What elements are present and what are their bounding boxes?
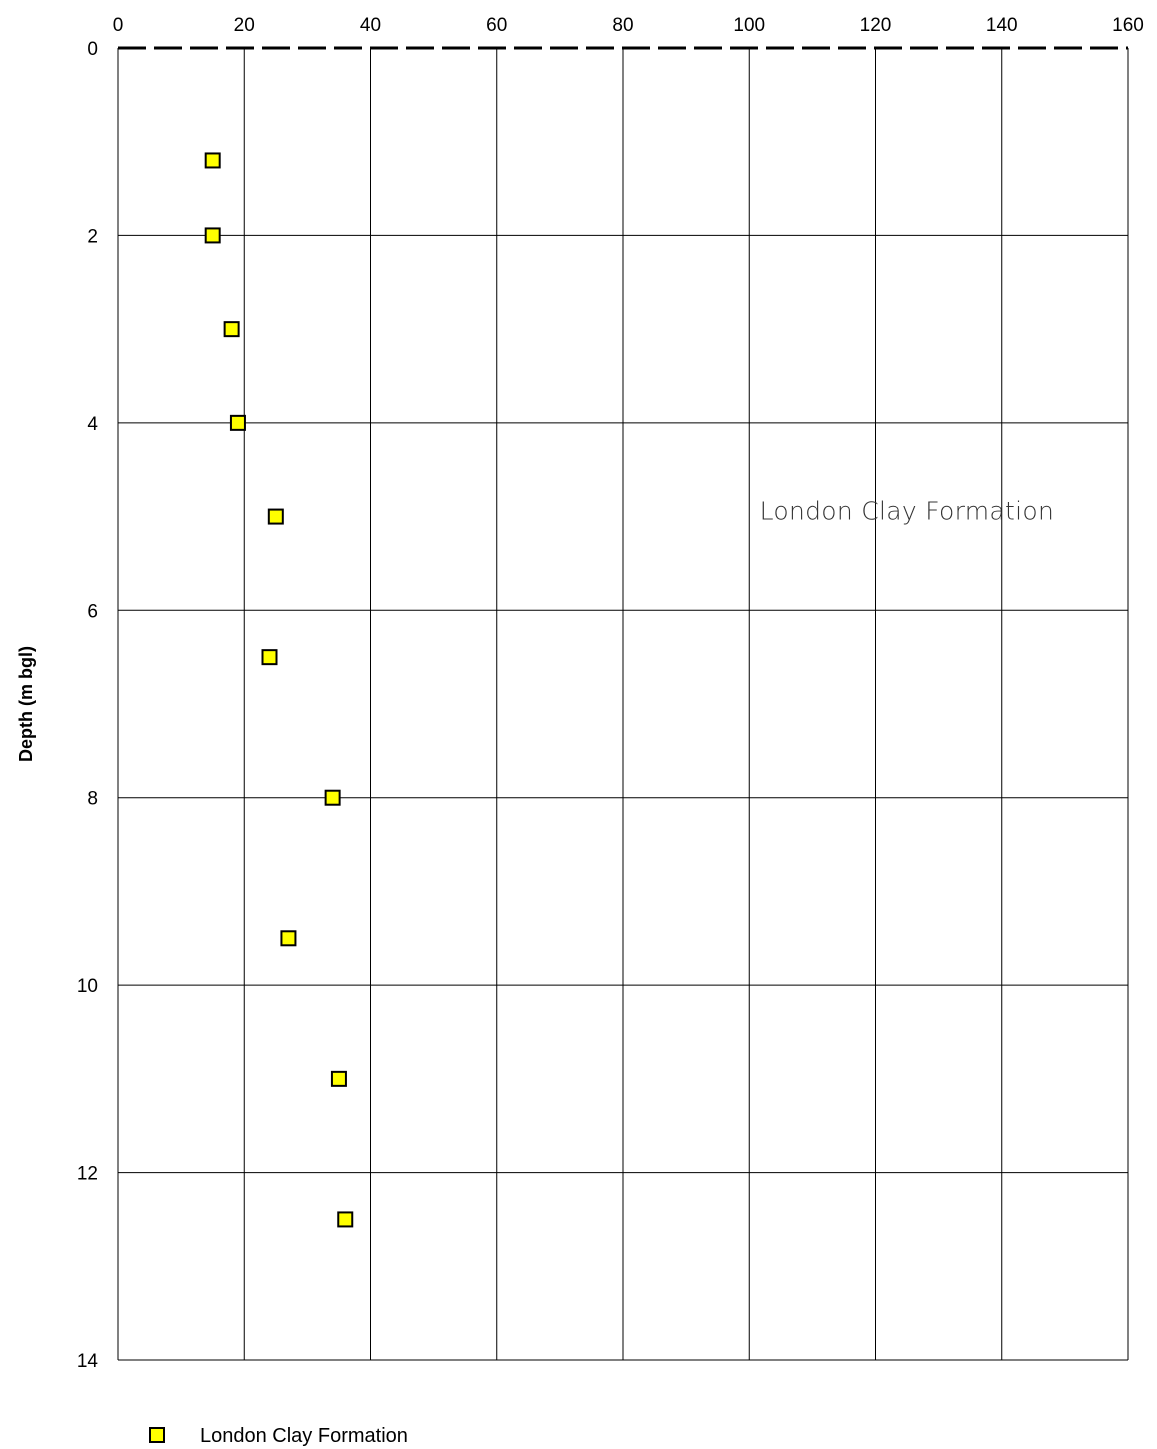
x-tick-label: 0 xyxy=(113,15,124,36)
data-point xyxy=(324,789,341,806)
legend: London Clay Formation xyxy=(149,1425,408,1447)
annotations: London Clay Formation xyxy=(760,497,1055,526)
y-tick-label: 10 xyxy=(77,976,98,997)
y-tick-label: 2 xyxy=(87,226,98,247)
legend-entry-label: London Clay Formation xyxy=(200,1425,408,1447)
x-axis-ticks: 0 20 40 60 80 100 120 140 160 xyxy=(113,15,1144,36)
y-tick-label: 8 xyxy=(87,789,98,810)
y-tick-label: 4 xyxy=(87,414,98,435)
x-tick-label: 20 xyxy=(234,15,255,36)
data-point xyxy=(229,414,246,431)
data-point xyxy=(204,152,221,169)
x-tick-label: 80 xyxy=(612,15,633,36)
data-point xyxy=(280,930,297,947)
x-tick-label: 100 xyxy=(733,15,765,36)
x-tick-label: 140 xyxy=(986,15,1018,36)
x-tick-label: 120 xyxy=(860,15,892,36)
y-axis-ticks: 0 2 4 6 8 10 12 14 xyxy=(77,39,99,1372)
legend-marker xyxy=(149,1427,165,1443)
y-tick-label: 0 xyxy=(87,39,98,60)
y-tick-label: 14 xyxy=(77,1351,99,1372)
data-point xyxy=(223,321,240,338)
formation-annotation: London Clay Formation xyxy=(760,497,1055,526)
data-point xyxy=(330,1070,347,1087)
x-tick-label: 60 xyxy=(486,15,507,36)
x-tick-label: 160 xyxy=(1112,15,1144,36)
data-points xyxy=(204,152,354,1228)
grid xyxy=(117,46,1129,1361)
data-point xyxy=(261,649,278,666)
data-point xyxy=(337,1211,354,1228)
y-tick-label: 12 xyxy=(77,1164,98,1185)
data-point xyxy=(267,508,284,525)
data-point xyxy=(204,227,221,244)
y-axis-label: Depth (m bgl) xyxy=(16,646,36,762)
y-tick-label: 6 xyxy=(87,601,98,622)
x-tick-label: 40 xyxy=(360,15,381,36)
